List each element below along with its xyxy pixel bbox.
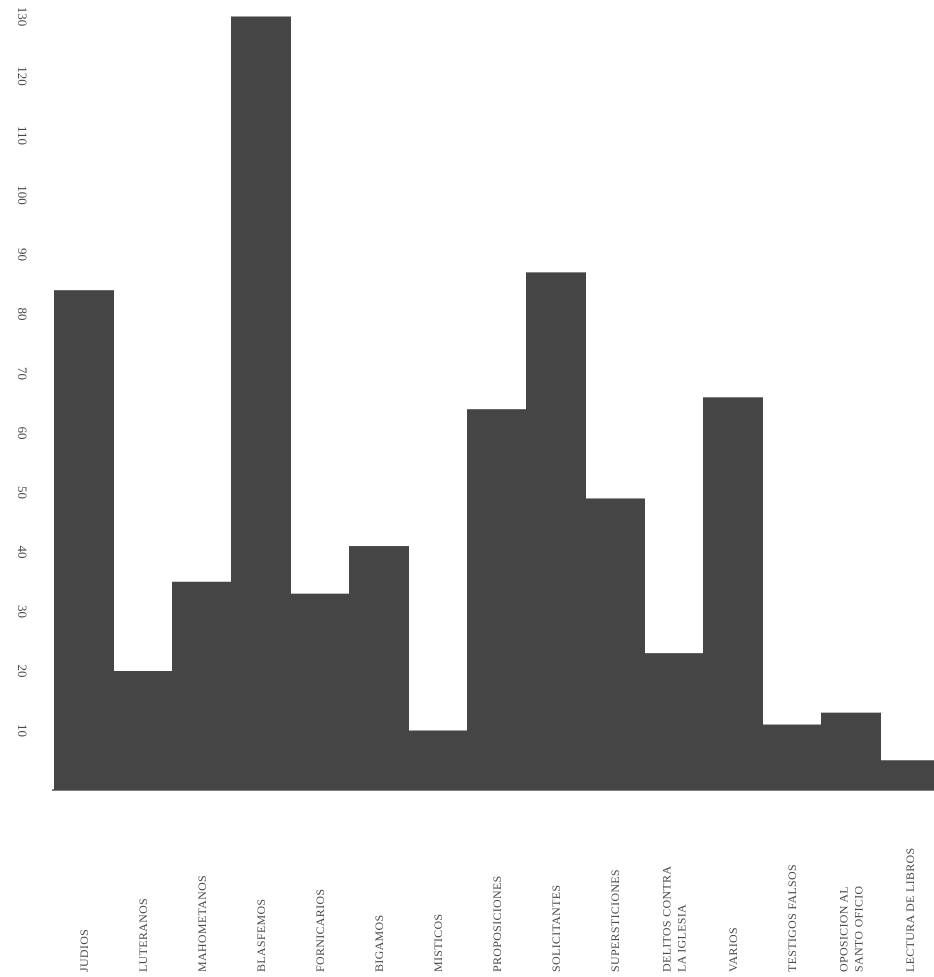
bar (231, 16, 291, 790)
category-label: SANTO OFICIO (852, 886, 866, 972)
bar (880, 760, 934, 790)
bar (585, 498, 645, 790)
category-label: FORNICARIOS (313, 889, 327, 972)
bar (644, 653, 704, 790)
category-label: LA IGLESIA (675, 904, 689, 972)
category-label: TESTIGOS FALSOS (785, 864, 799, 972)
y-tick-label: 120 (15, 66, 30, 86)
bar (703, 397, 763, 790)
bar (290, 593, 350, 790)
y-tick-label: 40 (15, 546, 30, 559)
y-tick-label: 20 (15, 665, 30, 678)
category-label: PROPOSICIONES (490, 875, 504, 972)
bar (54, 290, 114, 790)
y-tick-label: 130 (15, 7, 30, 27)
bars-group (52, 16, 934, 791)
category-label: SOLICITANTES (549, 885, 563, 972)
category-label: LUTERANOS (136, 898, 150, 972)
bar (113, 671, 173, 790)
bar (467, 409, 527, 790)
category-label: OPOSICION AL (837, 886, 851, 972)
y-tick-label: 90 (15, 248, 30, 261)
bar (408, 730, 468, 790)
category-labels: JUDIOS LUTERANOS MAHOMETANOS BLASFEMOS FORNI… (77, 848, 917, 972)
bar (821, 712, 881, 790)
y-axis-ticks: 10 20 30 40 50 60 70 80 90 100 110 120 130 (15, 7, 30, 737)
category-label: DELITOS CONTRA (660, 866, 674, 972)
category-label: LECTURA DE LIBROS (903, 848, 917, 972)
y-tick-label: 60 (15, 427, 30, 440)
y-tick-label: 110 (15, 126, 30, 145)
category-label: MISTICOS (431, 914, 445, 972)
category-label: MAHOMETANOS (195, 875, 209, 972)
category-label: JUDIOS (77, 929, 91, 972)
y-tick-label: 50 (15, 486, 30, 499)
bar (349, 546, 409, 790)
y-tick-label: 30 (15, 605, 30, 618)
bar (526, 272, 586, 791)
category-label: VARIOS (726, 927, 740, 972)
y-tick-label: 100 (15, 185, 30, 205)
y-tick-label: 80 (15, 308, 30, 321)
category-label: BLASFEMOS (254, 899, 268, 972)
bar (172, 581, 232, 790)
category-label: SUPERSTICIONES (608, 869, 622, 972)
bar (762, 724, 822, 790)
y-tick-label: 70 (15, 367, 30, 380)
category-label: BIGAMOS (372, 915, 386, 972)
y-tick-label: 10 (15, 724, 30, 737)
